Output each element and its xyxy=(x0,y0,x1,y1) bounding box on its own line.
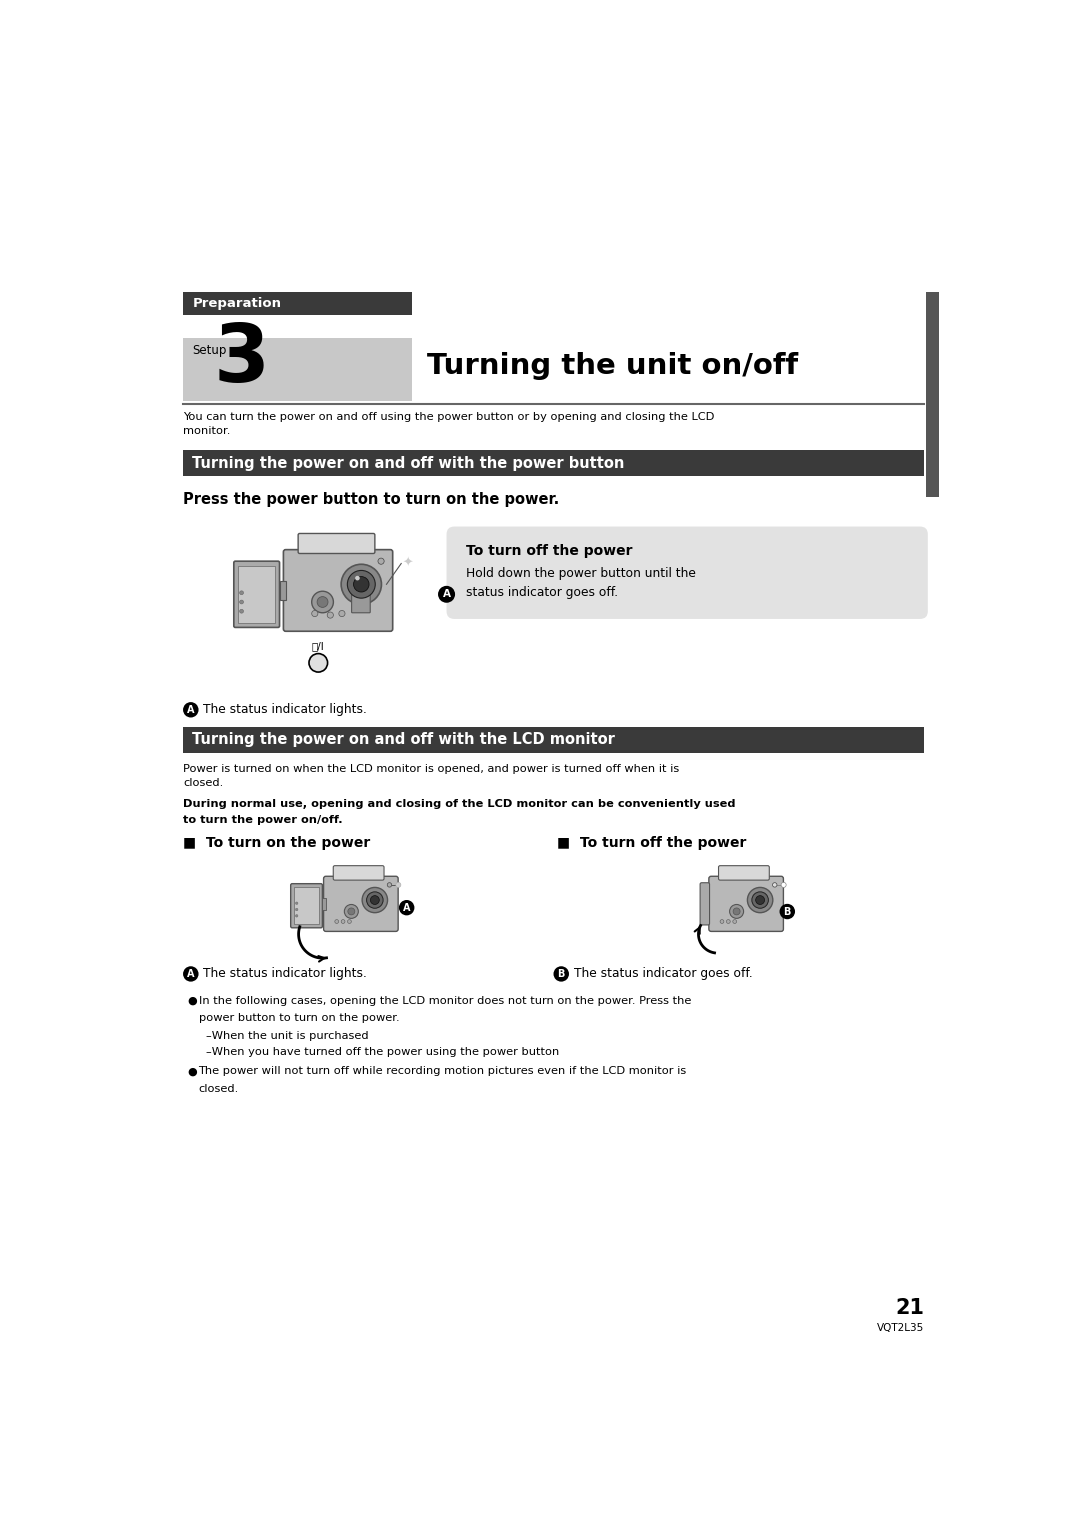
Text: Hold down the power button until the
status indicator goes off.: Hold down the power button until the sta… xyxy=(465,566,696,598)
Text: Setup: Setup xyxy=(192,343,227,357)
Circle shape xyxy=(309,653,327,671)
Circle shape xyxy=(733,920,737,923)
Circle shape xyxy=(362,888,388,913)
FancyBboxPatch shape xyxy=(298,534,375,554)
Circle shape xyxy=(318,597,328,607)
FancyBboxPatch shape xyxy=(233,562,280,627)
FancyBboxPatch shape xyxy=(926,291,940,496)
Circle shape xyxy=(240,600,243,604)
Circle shape xyxy=(348,908,355,916)
FancyBboxPatch shape xyxy=(322,897,326,909)
Circle shape xyxy=(348,571,375,598)
Text: Preparation: Preparation xyxy=(192,296,282,310)
Circle shape xyxy=(730,905,744,919)
Circle shape xyxy=(772,882,777,887)
Circle shape xyxy=(312,591,334,613)
Text: ■  To turn off the power: ■ To turn off the power xyxy=(557,836,746,850)
Circle shape xyxy=(240,609,243,613)
Circle shape xyxy=(370,896,379,905)
Circle shape xyxy=(339,610,345,617)
Text: B: B xyxy=(784,906,791,917)
FancyBboxPatch shape xyxy=(446,526,928,620)
Circle shape xyxy=(378,559,384,565)
Circle shape xyxy=(781,882,786,888)
Text: The status indicator goes off.: The status indicator goes off. xyxy=(573,967,753,980)
Circle shape xyxy=(183,966,199,981)
Text: to turn the power on/off.: to turn the power on/off. xyxy=(183,815,342,826)
Text: power button to turn on the power.: power button to turn on the power. xyxy=(199,1013,400,1024)
Text: Press the power button to turn on the power.: Press the power button to turn on the po… xyxy=(183,491,559,507)
FancyBboxPatch shape xyxy=(324,876,399,931)
Circle shape xyxy=(388,882,392,887)
Text: The power will not turn off while recording motion pictures even if the LCD moni: The power will not turn off while record… xyxy=(199,1067,687,1076)
FancyBboxPatch shape xyxy=(700,882,710,925)
FancyBboxPatch shape xyxy=(183,450,924,476)
Circle shape xyxy=(747,888,773,913)
FancyBboxPatch shape xyxy=(708,876,783,931)
Text: To turn off the power: To turn off the power xyxy=(465,545,633,559)
Circle shape xyxy=(296,902,298,905)
Text: Power is turned on when the LCD monitor is opened, and power is turned off when : Power is turned on when the LCD monitor … xyxy=(183,763,679,787)
Circle shape xyxy=(733,908,740,916)
FancyBboxPatch shape xyxy=(183,726,924,752)
Text: During normal use, opening and closing of the LCD monitor can be conveniently us: During normal use, opening and closing o… xyxy=(183,800,735,809)
Text: In the following cases, opening the LCD monitor does not turn on the power. Pres: In the following cases, opening the LCD … xyxy=(199,995,691,1006)
Circle shape xyxy=(345,905,359,919)
Circle shape xyxy=(183,702,199,717)
FancyBboxPatch shape xyxy=(183,291,411,314)
Circle shape xyxy=(395,882,401,888)
Text: ●: ● xyxy=(188,995,198,1006)
FancyBboxPatch shape xyxy=(334,865,384,881)
Circle shape xyxy=(240,591,243,595)
Text: –When you have turned off the power using the power button: –When you have turned off the power usin… xyxy=(206,1047,559,1058)
Text: ✦: ✦ xyxy=(402,557,413,571)
Text: You can turn the power on and off using the power button or by opening and closi: You can turn the power on and off using … xyxy=(183,412,715,436)
Text: ■  To turn on the power: ■ To turn on the power xyxy=(183,836,370,850)
Circle shape xyxy=(752,891,768,908)
Text: VQT2L35: VQT2L35 xyxy=(877,1323,924,1334)
Circle shape xyxy=(780,903,795,919)
Circle shape xyxy=(312,610,318,617)
Circle shape xyxy=(399,900,415,916)
Circle shape xyxy=(296,914,298,917)
Circle shape xyxy=(348,920,351,923)
FancyBboxPatch shape xyxy=(291,884,322,928)
Text: 3: 3 xyxy=(213,320,269,398)
FancyBboxPatch shape xyxy=(352,586,370,613)
FancyBboxPatch shape xyxy=(294,887,319,925)
Text: The status indicator lights.: The status indicator lights. xyxy=(203,703,367,716)
Circle shape xyxy=(327,612,334,618)
Text: closed.: closed. xyxy=(199,1083,239,1094)
Circle shape xyxy=(720,920,724,923)
FancyBboxPatch shape xyxy=(280,581,286,600)
Text: The status indicator lights.: The status indicator lights. xyxy=(203,967,367,980)
Text: Turning the power on and off with the LCD monitor: Turning the power on and off with the LC… xyxy=(192,732,616,748)
Text: A: A xyxy=(443,589,450,600)
Text: A: A xyxy=(187,705,194,714)
Circle shape xyxy=(727,920,730,923)
Text: –When the unit is purchased: –When the unit is purchased xyxy=(206,1032,369,1041)
Circle shape xyxy=(353,577,369,592)
Circle shape xyxy=(335,920,339,923)
Text: A: A xyxy=(187,969,194,980)
Circle shape xyxy=(438,586,455,603)
Text: A: A xyxy=(403,903,410,913)
Circle shape xyxy=(341,920,345,923)
Text: ●: ● xyxy=(188,1067,198,1076)
Text: 21: 21 xyxy=(895,1299,924,1318)
FancyBboxPatch shape xyxy=(183,337,411,401)
Text: Turning the unit on/off: Turning the unit on/off xyxy=(428,351,798,380)
Circle shape xyxy=(355,575,360,580)
FancyBboxPatch shape xyxy=(283,549,393,632)
Circle shape xyxy=(756,896,765,905)
Circle shape xyxy=(341,565,381,604)
FancyBboxPatch shape xyxy=(239,566,275,623)
Text: Turning the power on and off with the power button: Turning the power on and off with the po… xyxy=(192,456,624,472)
Circle shape xyxy=(366,891,383,908)
Circle shape xyxy=(296,908,298,911)
FancyBboxPatch shape xyxy=(718,865,769,881)
Circle shape xyxy=(554,966,569,981)
Text: B: B xyxy=(557,969,565,980)
Text: ⏻/I: ⏻/I xyxy=(312,641,325,652)
